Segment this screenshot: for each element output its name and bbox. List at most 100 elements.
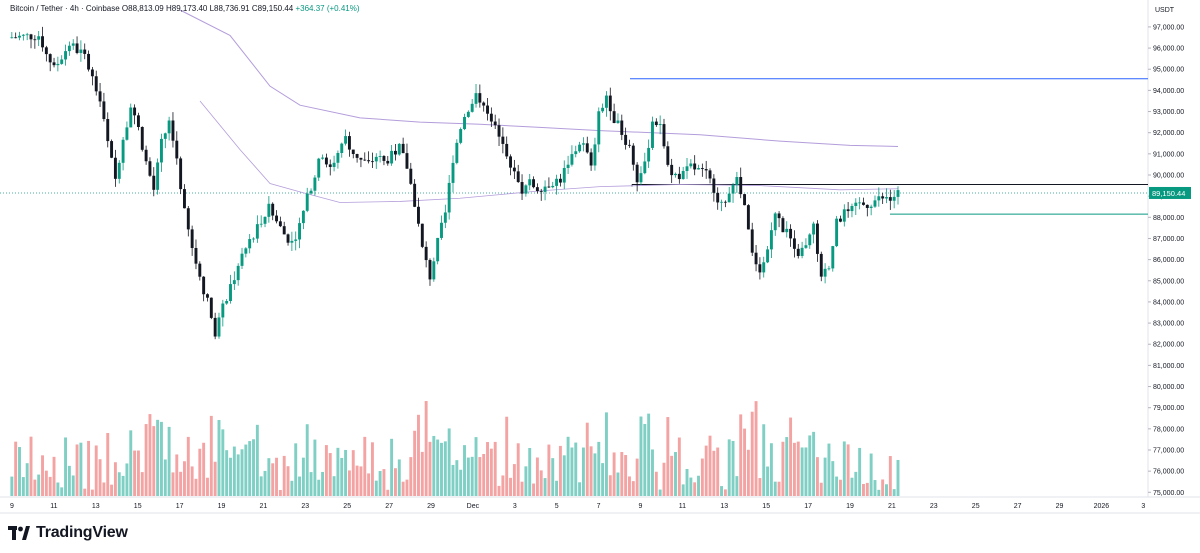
volume-bar [497,485,501,496]
candle-up [727,193,731,203]
y-tick-label: 88,000.00 [1153,215,1184,222]
volume-bar [800,447,804,496]
volume-bar [148,414,152,496]
volume-bar [344,449,348,496]
candle-down [865,204,869,208]
candle-up [892,196,896,201]
volume-bar [501,475,505,496]
volume-bar [466,457,470,496]
candle-up [470,103,474,112]
legend-change: +364.37 (+0.41%) [295,4,360,13]
candle-up [447,182,451,213]
volume-bar [885,484,888,496]
volume-bar [647,413,651,496]
tradingview-logo[interactable]: TradingView [8,524,128,542]
last-price-tag [1149,186,1191,199]
volume-bar [259,476,263,496]
volume-bar [758,478,762,496]
volume-bar [562,455,566,496]
candle-up [766,249,770,263]
y-tick-label: 79,000.00 [1153,405,1184,412]
candle-up [71,43,75,46]
candle-down [102,101,106,120]
candle-down [171,120,175,141]
candle-down [33,39,37,41]
volume-bar [417,414,420,496]
x-tick-label: 3 [513,503,517,510]
candle-down [750,229,754,253]
candle-down [539,191,543,192]
candle-down [532,179,536,188]
candle-up [681,170,685,180]
candle-down [405,153,409,169]
candle-up [735,177,739,185]
candle-down [382,156,386,161]
volume-bar [179,471,183,496]
volume-bar [769,443,773,496]
candle-down [635,164,639,183]
candle-up [60,59,64,64]
candle-down [712,178,716,193]
volume-bar [693,482,697,496]
candle-up [697,168,700,170]
candle-up [873,200,877,207]
x-tick-label: 11 [50,503,57,510]
volume-bar [14,441,18,496]
candle-down [90,69,94,77]
candle-down [52,62,56,66]
volume-bar [355,465,359,496]
candle-up [651,121,654,148]
volume-bar [819,482,823,496]
legend-close: C89,150.44 [251,4,294,13]
volume-bar [804,447,808,496]
y-tick-label: 95,000.00 [1153,67,1184,74]
volume-bar [593,453,597,496]
x-tick-label: 9 [639,503,643,510]
volume-bar [217,419,221,496]
candle-up [374,156,378,162]
candle-up [129,107,133,128]
volume-bar [401,481,405,496]
legend-high: H89,173.40 [165,4,208,13]
volume-bar [704,445,708,496]
volume-bar [282,455,286,496]
x-tick-label: 15 [762,503,770,510]
y-tick-label: 83,000.00 [1153,321,1184,328]
tradingview-logo-icon [8,526,30,540]
volume-bar [524,466,528,496]
volume-bar [382,469,386,496]
volume-bar [286,466,290,496]
candle-up [570,154,574,165]
y-tick-label: 91,000.00 [1153,151,1184,158]
candle-up [451,162,455,183]
volume-bar [436,439,440,496]
volume-bar [723,489,727,496]
volume-bar [64,437,68,496]
last-price-label: 89,150.44 [1152,189,1185,198]
volume-bar [294,443,298,496]
candle-down [413,183,417,207]
volume-bar [604,412,608,496]
candle-up [854,202,858,207]
candle-down [209,297,213,318]
candle-up [566,164,570,168]
volume-bar [94,445,98,496]
candle-up [785,228,789,233]
y-tick-label: 86,000.00 [1153,257,1184,264]
candle-up [225,301,229,304]
candle-down [83,49,87,54]
x-tick-label: 19 [846,503,854,510]
volume-bar [651,449,654,496]
candle-up [578,144,582,152]
volume-bar [854,471,858,496]
y-tick-label: 80,000.00 [1153,384,1184,391]
volume-bar [777,481,781,496]
candle-down [716,192,720,203]
candle-down [746,205,750,230]
candle-up [255,224,259,239]
candle-up [877,196,881,201]
volume-bar [628,476,631,496]
candle-down [75,43,79,53]
candle-down [723,201,727,203]
